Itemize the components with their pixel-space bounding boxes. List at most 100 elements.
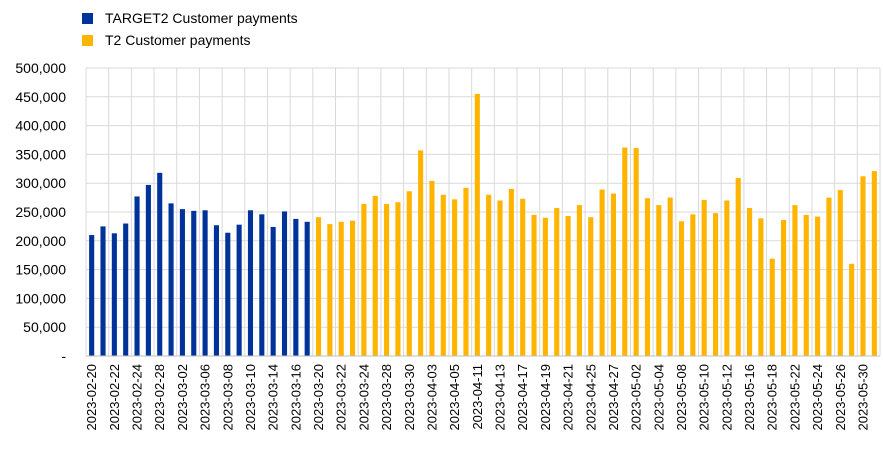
x-tick-label: 2023-04-13 <box>493 364 508 431</box>
bar-t2 <box>758 218 763 356</box>
bar-t2 <box>407 191 412 356</box>
x-tick-label: 2023-05-22 <box>787 364 802 431</box>
bar-target2 <box>146 185 151 356</box>
bar-target2 <box>89 235 94 356</box>
bar-t2 <box>577 205 582 356</box>
x-tick-label: 2023-04-17 <box>515 364 530 431</box>
bar-t2 <box>781 220 786 356</box>
bar-t2 <box>656 205 661 356</box>
x-tick-label: 2023-03-24 <box>356 364 371 431</box>
bar-t2 <box>441 195 446 356</box>
bar-t2 <box>418 150 423 356</box>
bar-target2 <box>100 226 105 356</box>
bar-t2 <box>770 259 775 356</box>
bar-t2 <box>872 171 877 356</box>
bar-t2 <box>452 199 457 356</box>
bar-target2 <box>169 203 174 356</box>
bar-target2 <box>293 219 298 356</box>
x-tick-label: 2023-04-21 <box>561 364 576 431</box>
bar-target2 <box>134 196 139 356</box>
bar-t2 <box>395 202 400 356</box>
bar-t2 <box>384 204 389 356</box>
y-tick-label: 250,000 <box>15 204 66 220</box>
y-tick-label: 500,000 <box>15 60 66 76</box>
y-tick-label: 200,000 <box>15 233 66 249</box>
bar-t2 <box>350 221 355 356</box>
bar-t2 <box>429 181 434 356</box>
x-tick-label: 2023-05-02 <box>629 364 644 431</box>
bar-target2 <box>282 211 287 356</box>
bar-t2 <box>724 200 729 356</box>
x-tick-label: 2023-05-08 <box>674 364 689 431</box>
bar-target2 <box>180 209 185 356</box>
y-tick-label: 50,000 <box>23 319 66 335</box>
bar-t2 <box>645 198 650 356</box>
bar-t2 <box>588 217 593 356</box>
bar-t2 <box>554 208 559 356</box>
x-tick-label: 2023-02-20 <box>84 364 99 431</box>
bar-t2 <box>339 222 344 356</box>
x-tick-label: 2023-05-04 <box>651 364 666 431</box>
bar-t2 <box>849 264 854 356</box>
x-tick-label: 2023-05-12 <box>719 364 734 431</box>
bar-t2 <box>463 188 468 356</box>
y-tick-label: - <box>61 348 66 364</box>
x-tick-label: 2023-04-11 <box>470 364 485 430</box>
x-tick-label: 2023-04-27 <box>606 364 621 431</box>
y-tick-label: 100,000 <box>15 290 66 306</box>
bar-target2 <box>214 225 219 356</box>
bar-t2 <box>600 190 605 356</box>
bar-t2 <box>690 214 695 356</box>
y-tick-label: 450,000 <box>15 89 66 105</box>
x-tick-label: 2023-02-28 <box>152 364 167 431</box>
bar-target2 <box>123 224 128 356</box>
bar-t2 <box>543 218 548 356</box>
bar-t2 <box>566 216 571 356</box>
bar-target2 <box>259 214 264 356</box>
y-tick-label: 350,000 <box>15 146 66 162</box>
bar-t2 <box>826 198 831 356</box>
bar-t2 <box>634 148 639 356</box>
bar-target2 <box>237 225 242 356</box>
y-tick-label: 300,000 <box>15 175 66 191</box>
x-tick-label: 2023-05-30 <box>855 364 870 431</box>
bar-t2 <box>531 215 536 356</box>
bar-t2 <box>373 196 378 356</box>
x-tick-label: 2023-04-03 <box>424 364 439 431</box>
x-tick-label: 2023-02-24 <box>130 364 145 431</box>
bar-t2 <box>327 224 332 356</box>
bar-t2 <box>747 208 752 356</box>
x-tick-label: 2023-03-06 <box>198 364 213 431</box>
bar-target2 <box>248 210 253 356</box>
bar-target2 <box>271 227 276 356</box>
y-tick-label: 400,000 <box>15 118 66 134</box>
x-tick-label: 2023-05-16 <box>742 364 757 431</box>
bar-t2 <box>815 217 820 356</box>
bar-t2 <box>736 178 741 356</box>
x-tick-label: 2023-05-10 <box>697 364 712 431</box>
x-tick-label: 2023-02-22 <box>107 364 122 431</box>
bar-t2 <box>622 147 627 356</box>
x-tick-label: 2023-04-05 <box>447 364 462 431</box>
x-tick-label: 2023-03-14 <box>266 364 281 431</box>
x-tick-label: 2023-03-28 <box>379 364 394 431</box>
bar-t2 <box>668 198 673 356</box>
bar-target2 <box>203 210 208 356</box>
bar-t2 <box>702 200 707 356</box>
bar-t2 <box>792 205 797 356</box>
bar-t2 <box>509 189 514 356</box>
x-tick-label: 2023-03-30 <box>402 364 417 431</box>
bar-target2 <box>225 233 230 356</box>
bar-t2 <box>860 176 865 356</box>
x-tick-label: 2023-03-02 <box>175 364 190 431</box>
x-tick-label: 2023-03-10 <box>243 364 258 431</box>
x-tick-label: 2023-05-24 <box>810 364 825 431</box>
bar-t2 <box>611 194 616 356</box>
x-tick-label: 2023-05-18 <box>765 364 780 431</box>
x-tick-label: 2023-03-08 <box>220 364 235 431</box>
bar-target2 <box>112 233 117 356</box>
x-tick-label: 2023-03-16 <box>288 364 303 431</box>
bar-t2 <box>361 204 366 356</box>
bar-t2 <box>679 221 684 356</box>
